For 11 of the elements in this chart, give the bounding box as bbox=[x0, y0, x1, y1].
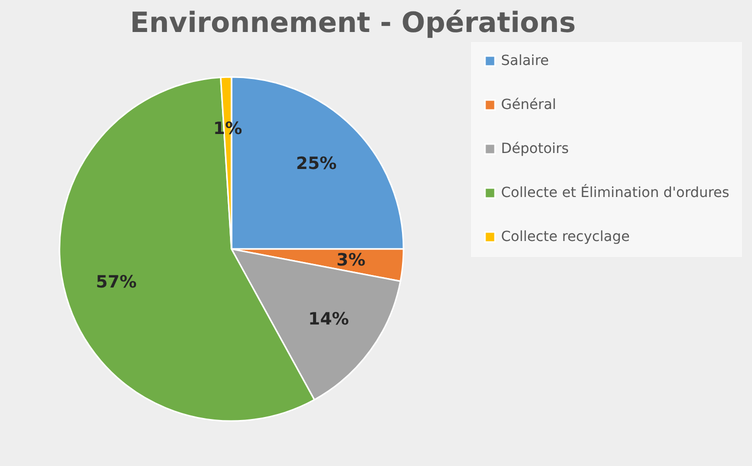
data-label: 3% bbox=[336, 250, 366, 270]
chart-title: Environnement - Opérations bbox=[130, 6, 576, 39]
legend-label: Collecte recyclage bbox=[501, 229, 630, 245]
data-label: 25% bbox=[296, 154, 337, 174]
legend-label: Salaire bbox=[501, 53, 549, 69]
legend-label: Dépotoirs bbox=[501, 141, 569, 157]
legend-label: Collecte et Élimination d'ordures bbox=[501, 184, 730, 201]
data-label: 1% bbox=[213, 119, 242, 140]
data-label: 14% bbox=[308, 310, 349, 330]
data-label: 57% bbox=[96, 272, 137, 292]
legend-label: Général bbox=[501, 97, 556, 113]
